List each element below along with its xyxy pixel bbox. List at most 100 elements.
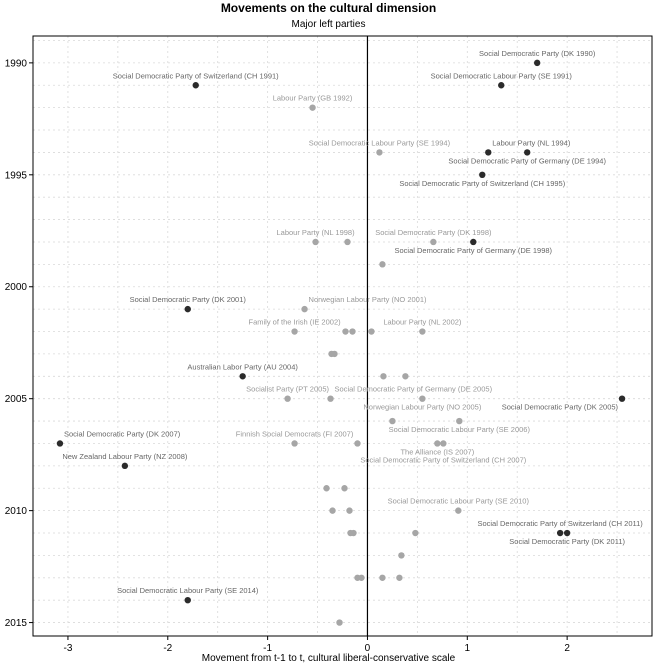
x-tick-label: 1 (465, 643, 471, 654)
data-point (342, 328, 349, 335)
data-point (336, 619, 343, 626)
x-tick-label: -2 (163, 643, 172, 654)
data-point (402, 373, 409, 380)
data-point (379, 574, 386, 581)
point-label: Norwegian Labour Party (NO 2001) (309, 295, 427, 304)
data-point (455, 507, 462, 514)
data-point (419, 328, 426, 335)
point-label: Social Democratic Labour Party (SE 2010) (388, 497, 530, 506)
data-point (412, 529, 419, 537)
data-point (485, 149, 492, 156)
data-point (329, 507, 336, 514)
point-label: Social Democratic Labour Party (SE 2006) (389, 425, 531, 434)
data-point (563, 529, 571, 537)
data-point (380, 373, 387, 380)
y-tick-label: 1990 (5, 58, 28, 69)
point-label: Social Democratic Party (DK 2001) (130, 295, 247, 304)
point-label: Social Democratic Party of Germany (DE 1… (395, 246, 553, 255)
data-point (389, 417, 396, 425)
point-label: Social Democratic Labour Party (SE 2014) (117, 586, 259, 595)
data-point (350, 529, 357, 537)
data-point (284, 395, 291, 402)
point-label: Social Democratic Party (DK 2007) (64, 429, 181, 438)
point-label: Social Democratic Party (DK 1990) (479, 49, 596, 58)
data-point (327, 395, 334, 402)
data-point (312, 238, 319, 246)
point-label: Social Democratic Party of Germany (DE 2… (335, 385, 493, 394)
y-tick-label: 2015 (5, 618, 28, 629)
data-point (618, 395, 626, 402)
data-point (440, 440, 447, 447)
data-point (192, 82, 199, 89)
point-label: Labour Party (NL 2002) (383, 318, 462, 327)
data-point (291, 328, 298, 335)
point-label: Social Democratic Party (DK 2011) (509, 537, 625, 546)
data-point (368, 328, 375, 335)
data-point (556, 529, 564, 537)
point-label: Social Democratic Party of Switzerland (… (477, 519, 643, 528)
data-point (341, 485, 348, 492)
data-point (479, 171, 486, 179)
data-point (346, 507, 353, 514)
point-label: Social Democratic Party of Switzerland (… (399, 179, 565, 188)
data-point (184, 596, 191, 604)
data-point (434, 440, 441, 447)
data-point (354, 440, 361, 447)
x-tick-label: 2 (564, 643, 570, 654)
data-point (323, 485, 330, 492)
data-point (331, 350, 338, 358)
data-point (470, 238, 477, 246)
data-point (121, 462, 129, 470)
data-point (498, 82, 505, 89)
plot-frame (32, 35, 653, 637)
point-label: Labour Party (GB 1992) (273, 94, 353, 103)
data-point (301, 305, 308, 313)
point-label: Social Democratic Party of Switzerland (… (360, 455, 526, 464)
point-label: Social Democratic Party of Germany (DE 1… (448, 156, 606, 165)
x-axis-label: Movement from t-1 to t, cultural liberal… (201, 653, 456, 664)
y-tick-label: 2000 (5, 282, 28, 293)
data-point (358, 574, 365, 581)
point-label: The Alliance (IS 2007) (400, 447, 474, 456)
y-tick-label: 2010 (5, 506, 28, 517)
point-label: Social Democratic Party (DK 1998) (375, 228, 492, 237)
data-point (533, 59, 541, 67)
point-label: Socialist Party (PT 2005) (246, 385, 329, 394)
data-point (524, 149, 531, 156)
data-point (349, 328, 356, 335)
chart-title: Movements on the cultural dimension (220, 1, 437, 15)
data-point (430, 238, 437, 246)
point-label: New Zealand Labour Party (NZ 2008) (62, 452, 188, 461)
point-label: Australian Labor Party (AU 2004) (187, 362, 298, 371)
point-label: Social Democratic Party (DK 2005) (502, 403, 619, 412)
data-point (309, 104, 316, 111)
data-point (456, 417, 463, 425)
data-point (396, 574, 403, 581)
x-tick-label: 0 (365, 643, 371, 654)
x-tick-label: -1 (263, 643, 272, 654)
point-label: Norwegian Labour Party (NO 2005) (363, 403, 481, 412)
point-label: Family of the Irish (IE 2002) (249, 318, 342, 327)
data-point (398, 552, 405, 559)
point-label: Labour Party (NL 1998) (276, 228, 355, 237)
point-label: Finnish Social Democrats (FI 2007) (236, 429, 354, 438)
y-tick-label: 2005 (5, 394, 28, 405)
point-label: Social Democratic Party of Switzerland (… (113, 71, 279, 80)
point-label: Social Democratic Labour Party (SE 1994) (309, 138, 451, 147)
data-point (419, 395, 426, 402)
data-point (379, 261, 386, 268)
data-point (239, 373, 246, 380)
data-point (291, 440, 298, 447)
point-label: Labour Party (NL 1994) (492, 138, 571, 147)
chart-subtitle: Major left parties (291, 19, 366, 30)
data-point (376, 149, 383, 156)
point-label: Social Democratic Labour Party (SE 1991) (431, 71, 573, 80)
data-point (344, 238, 351, 246)
x-tick-label: -3 (63, 643, 72, 654)
data-point (56, 440, 64, 447)
data-point (184, 305, 191, 313)
y-tick-label: 1995 (5, 170, 28, 181)
plot-background (33, 36, 652, 636)
